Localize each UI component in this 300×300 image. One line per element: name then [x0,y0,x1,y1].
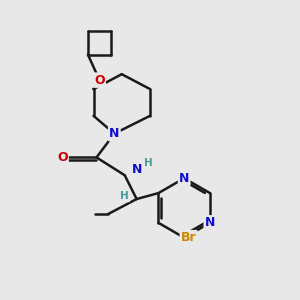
Text: Br: Br [181,231,197,244]
Text: H: H [120,191,129,201]
Text: O: O [57,151,68,164]
Text: N: N [205,216,215,229]
Text: N: N [179,172,189,185]
Text: O: O [94,74,105,87]
Text: N: N [131,163,142,176]
Text: H: H [144,158,153,168]
Text: N: N [109,127,119,140]
